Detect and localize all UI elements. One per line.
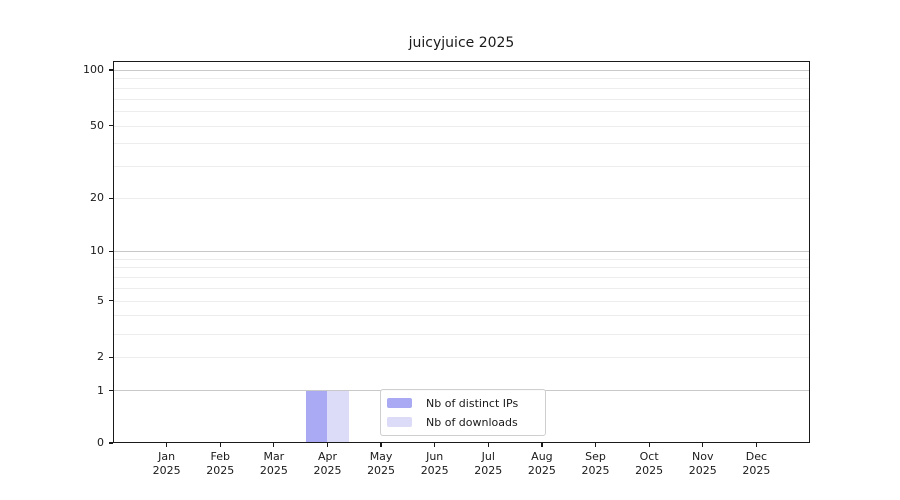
x-tick-nov [702, 443, 704, 447]
x-tick-jul [487, 443, 489, 447]
gridline-y-3 [114, 333, 809, 335]
y-tick-50 [109, 125, 113, 127]
legend-item-downloads: Nb of downloads [387, 417, 545, 428]
x-tick-label-sep: Sep 2025 [581, 450, 610, 477]
y-tick-label-10: 10 [90, 244, 104, 258]
y-tick-2 [109, 356, 113, 358]
gridline-y-8 [114, 267, 809, 269]
x-tick-label-aug: Aug 2025 [527, 450, 556, 477]
y-tick-1 [109, 389, 113, 392]
gridline-y-2 [114, 357, 809, 359]
x-tick-label-oct: Oct 2025 [635, 450, 664, 477]
gridline-y-100 [114, 69, 809, 71]
gridline-y-60 [114, 110, 809, 112]
x-tick-label-may: May 2025 [367, 450, 396, 477]
x-tick-label-jul: Jul 2025 [474, 450, 503, 477]
plot-area: Nb of distinct IPs Nb of downloads [113, 61, 810, 443]
gridline-y-90 [114, 78, 809, 80]
legend-label-downloads: Nb of downloads [426, 415, 518, 429]
y-tick-0 [109, 442, 113, 444]
x-tick-label-jun: Jun 2025 [420, 450, 449, 477]
gridline-y-50 [114, 125, 809, 127]
gridline-y-7 [114, 276, 809, 278]
gridline-y-20 [114, 198, 809, 200]
gridline-y-9 [114, 258, 809, 260]
x-tick-label-dec: Dec 2025 [742, 450, 771, 477]
gridline-y-4 [114, 315, 809, 317]
legend-swatch-distinct-ips-icon [387, 397, 412, 409]
legend-swatch-downloads-icon [387, 416, 412, 428]
legend: Nb of distinct IPs Nb of downloads [380, 389, 546, 436]
gridline-y-70 [114, 98, 809, 100]
gridline-y-30 [114, 166, 809, 168]
x-tick-aug [541, 443, 543, 447]
x-tick-jan [166, 443, 168, 447]
x-tick-mar [273, 443, 275, 447]
y-tick-label-2: 2 [97, 350, 104, 364]
bar-distinct-ips-apr [305, 390, 328, 442]
x-tick-apr [326, 443, 329, 447]
y-tick-label-20: 20 [90, 191, 104, 205]
legend-item-distinct-ips: Nb of distinct IPs [387, 398, 545, 409]
y-tick-10 [109, 250, 113, 252]
x-tick-feb [219, 443, 221, 447]
y-tick-label-5: 5 [97, 293, 104, 307]
chart-title: juicyjuice 2025 [408, 35, 515, 51]
y-tick-20 [109, 197, 113, 199]
x-tick-may [380, 443, 382, 447]
gridline-y-6 [114, 287, 809, 289]
x-tick-label-apr: Apr 2025 [313, 450, 342, 477]
gridline-y-80 [114, 87, 809, 89]
legend-label-distinct-ips: Nb of distinct IPs [426, 396, 519, 410]
x-tick-label-mar: Mar 2025 [259, 450, 288, 477]
x-tick-dec [755, 443, 757, 447]
gridline-y-5 [114, 300, 809, 302]
y-tick-5 [109, 300, 113, 302]
x-tick-sep [594, 443, 597, 447]
x-tick-jun [434, 443, 436, 447]
x-tick-label-feb: Feb 2025 [206, 450, 235, 477]
x-tick-oct [648, 443, 650, 447]
y-tick-100 [109, 69, 113, 71]
gridline-y-10 [114, 250, 809, 252]
y-tick-label-0: 0 [97, 436, 104, 449]
x-tick-label-jan: Jan 2025 [152, 450, 181, 477]
bar-downloads-apr [327, 390, 349, 442]
y-tick-label-1: 1 [97, 383, 104, 397]
y-tick-label-50: 50 [90, 118, 104, 132]
gridline-y-40 [114, 143, 809, 145]
x-tick-label-nov: Nov 2025 [688, 450, 717, 477]
y-tick-label-100: 100 [83, 62, 104, 76]
